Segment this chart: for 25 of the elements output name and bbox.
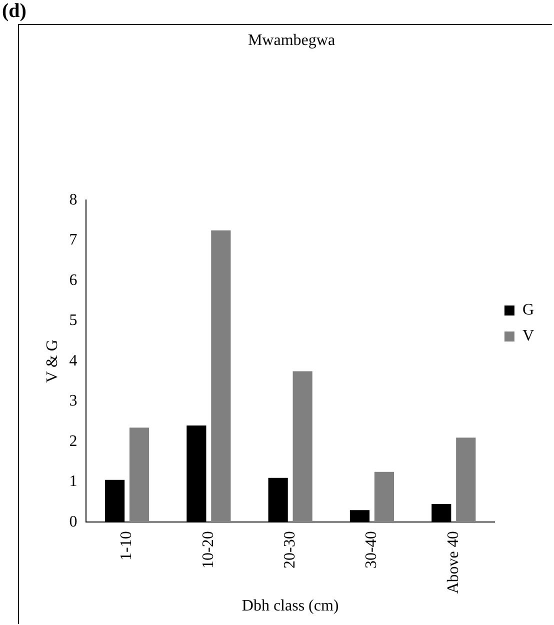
y-tick-label: 3 bbox=[69, 392, 78, 410]
x-tick-label: Above 40 bbox=[444, 531, 462, 594]
x-tick-label: 10-20 bbox=[200, 531, 217, 568]
y-axis-title: V & G bbox=[44, 339, 61, 383]
y-tick-label: 6 bbox=[69, 272, 78, 289]
y-tick-label: 0 bbox=[69, 513, 78, 530]
y-tick-label: 1 bbox=[69, 473, 78, 490]
x-tick-label: 30-40 bbox=[363, 531, 380, 568]
legend-label: V bbox=[522, 328, 534, 345]
chart-title: Mwambegwa bbox=[248, 32, 336, 49]
legend-label: G bbox=[522, 302, 534, 319]
text: (d) bbox=[2, 0, 26, 23]
bar bbox=[129, 428, 150, 522]
y-tick-label: 5 bbox=[69, 312, 78, 330]
y-tick-label: 8 bbox=[69, 191, 78, 208]
x-tick-label: 1-10 bbox=[118, 531, 136, 560]
x-tick-label: 20-30 bbox=[282, 531, 299, 568]
y-tick-label: 4 bbox=[69, 352, 78, 370]
bar bbox=[374, 472, 394, 522]
y-tick-label: 7 bbox=[69, 232, 78, 249]
y-tick-label: 2 bbox=[69, 432, 78, 450]
bar bbox=[292, 371, 312, 522]
bar bbox=[456, 438, 476, 522]
bar bbox=[211, 230, 231, 522]
x-axis-title: Dbh class (cm) bbox=[242, 598, 339, 615]
